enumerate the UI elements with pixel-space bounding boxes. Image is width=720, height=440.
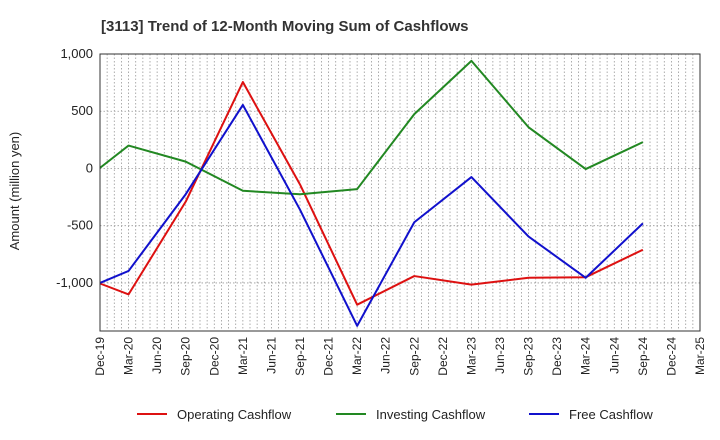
x-tick-label: Mar-23 bbox=[464, 337, 478, 375]
y-tick-label: -500 bbox=[67, 218, 93, 233]
series-layer bbox=[99, 59, 644, 327]
x-tick-label: Mar-24 bbox=[579, 337, 593, 375]
x-tick-label: Dec-22 bbox=[436, 337, 450, 376]
x-tick-label: Dec-19 bbox=[93, 337, 107, 376]
x-tick-label: Mar-21 bbox=[236, 337, 250, 375]
legend-label: Free Cashflow bbox=[569, 407, 653, 422]
x-tick-label: Sep-20 bbox=[179, 337, 193, 376]
x-tick-label: Dec-24 bbox=[664, 337, 678, 376]
y-tick-label: 0 bbox=[86, 160, 93, 175]
x-tick-label: Sep-21 bbox=[293, 337, 307, 376]
x-tick-label: Dec-20 bbox=[207, 337, 221, 376]
y-axis-label: Amount (million yen) bbox=[7, 132, 22, 251]
legend: Operating Cashflow Investing Cashflow Free… bbox=[137, 407, 653, 422]
chart-title: [3113] Trend of 12-Month Moving Sum of C… bbox=[101, 18, 469, 35]
x-tick-label: Sep-24 bbox=[636, 337, 650, 376]
x-tick-label: Sep-22 bbox=[407, 337, 421, 376]
y-tick-label: 500 bbox=[71, 103, 93, 118]
x-tick-label: Dec-21 bbox=[322, 337, 336, 376]
legend-label: Investing Cashflow bbox=[376, 407, 486, 422]
y-tick-label: -1,000 bbox=[56, 275, 93, 290]
x-tick-labels: Dec-19 Mar-20 Jun-20 Sep-20 Dec-20 Mar-21 Jun-… bbox=[93, 337, 707, 376]
y-tick-labels: 1,000 500 0 -500 -1,000 bbox=[56, 46, 93, 290]
series-line-operating-cashflow bbox=[99, 81, 644, 306]
legend-label: Operating Cashflow bbox=[177, 407, 292, 422]
x-tick-label: Mar-20 bbox=[122, 337, 136, 375]
x-tick-label: Dec-23 bbox=[550, 337, 564, 376]
y-tick-label: 1,000 bbox=[60, 46, 93, 61]
x-tick-label: Jun-23 bbox=[493, 337, 507, 374]
x-tick-label: Mar-22 bbox=[350, 337, 364, 375]
series-line-investing-cashflow bbox=[99, 59, 644, 196]
x-tick-label: Jun-21 bbox=[264, 337, 278, 374]
grid-lines bbox=[100, 53, 700, 331]
x-tick-label: Jun-24 bbox=[607, 337, 621, 374]
series-line-free-cashflow bbox=[99, 103, 644, 327]
x-tick-label: Mar-25 bbox=[693, 337, 707, 375]
plot-frame bbox=[99, 53, 701, 332]
x-tick-label: Jun-22 bbox=[379, 337, 393, 374]
x-tick-label: Jun-20 bbox=[150, 337, 164, 374]
x-tick-label: Sep-23 bbox=[522, 337, 536, 376]
